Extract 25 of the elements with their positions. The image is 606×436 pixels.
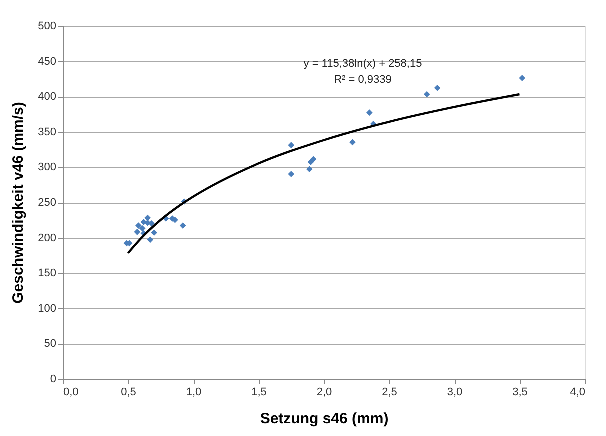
y-tick-label: 150 [38, 268, 56, 280]
y-tick-label: 450 [38, 56, 56, 68]
x-tick-label: 0,0 [64, 386, 79, 398]
y-tick-label: 50 [44, 338, 56, 350]
y-tick-label: 500 [38, 20, 56, 32]
y-tick-label: 200 [38, 232, 56, 244]
y-tick-label: 300 [38, 162, 56, 174]
y-tick-label: 400 [38, 91, 56, 104]
x-axis-title: Setzung s46 (mm) [260, 410, 389, 428]
x-tick-label: 1,0 [186, 386, 202, 398]
x-tick-label: 1,5 [252, 386, 267, 398]
x-tick-label: 4,0 [570, 386, 586, 398]
x-tick-label: 2,5 [382, 386, 398, 398]
y-axis-title: Geschwindigkeit v46 (mm/s) [10, 102, 28, 304]
annotation: y = 115,38ln(x) + 258,15 [304, 58, 422, 70]
line-series [127, 93, 521, 254]
y-tick-label: 350 [38, 126, 56, 138]
y-tick-label: 100 [38, 302, 56, 315]
x-tick-label: 3,0 [447, 386, 463, 398]
x-tick-label: 0,5 [121, 386, 136, 398]
annotation: R² = 0,9339 [334, 74, 392, 86]
x-tick-label: 2,0 [316, 386, 332, 398]
y-tick-label: 250 [38, 197, 56, 209]
y-tick-label: 0 [50, 374, 56, 386]
x-tick-label: 3,5 [512, 386, 528, 398]
